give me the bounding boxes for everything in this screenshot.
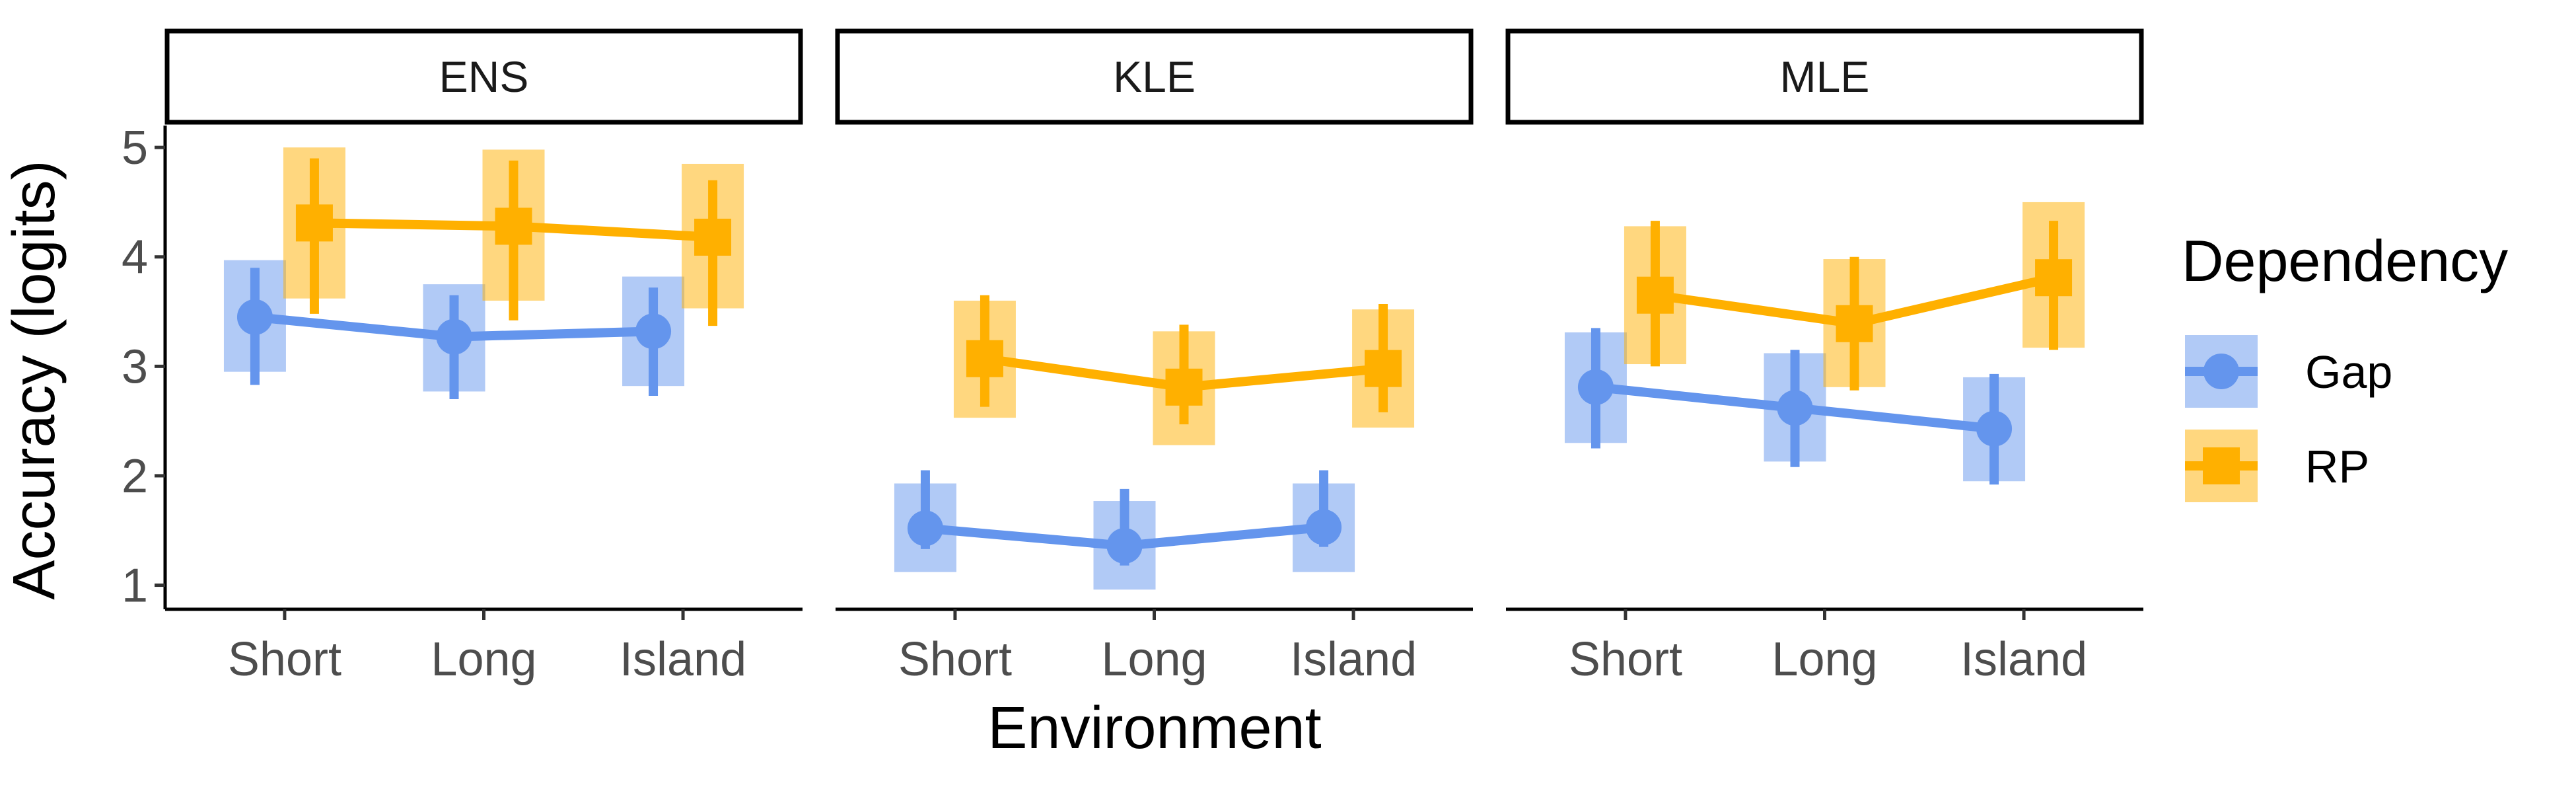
legend-label: RP (2305, 441, 2369, 492)
series-rp (953, 295, 1415, 445)
strip-box (835, 28, 1474, 125)
legend-title: Dependency (2182, 228, 2508, 293)
x-tick-label: Short (1569, 633, 1682, 686)
data-point (1777, 390, 1813, 426)
x-tick-label: Island (620, 633, 746, 686)
data-point (907, 510, 943, 547)
y-tick-label: 5 (122, 122, 148, 174)
x-tick-label: Long (1771, 633, 1877, 686)
x-tick-label: Long (1101, 633, 1207, 686)
data-point (1165, 368, 1203, 406)
data-point (1306, 509, 1342, 545)
data-point (1106, 527, 1143, 564)
y-tick-label: 2 (122, 450, 148, 503)
strip-label: ENS (439, 52, 529, 101)
series-rp (1624, 202, 2085, 391)
x-tick-label: Short (228, 633, 341, 686)
strip-label: MLE (1780, 52, 1870, 101)
data-point (295, 204, 333, 242)
panel-ens: ENS 1 2 3 4 5 Short Long Island (122, 28, 803, 686)
data-point (1577, 369, 1614, 405)
series-gap (223, 260, 685, 400)
legend-item-gap: Gap (2185, 335, 2392, 408)
legend-key-marker (2203, 354, 2239, 389)
x-tick-label: Island (1960, 633, 2087, 686)
x-tick-label: Island (1290, 633, 1417, 686)
y-tick-label: 4 (122, 231, 148, 284)
data-point (1636, 276, 1674, 314)
data-point (966, 340, 1003, 377)
legend-item-rp: RP (2185, 430, 2369, 502)
y-axis-title: Accuracy (logits) (1, 160, 67, 599)
data-point (694, 218, 732, 256)
panel-mle: MLE Short Long Island (1505, 28, 2144, 686)
series-gap (1564, 328, 2026, 485)
legend-label: Gap (2305, 346, 2392, 398)
panel-kle: KLE Short Long Island (835, 28, 1474, 686)
strip-box (1505, 28, 2144, 125)
data-point (1976, 410, 2013, 447)
data-point (635, 313, 672, 350)
data-point (1836, 305, 1873, 342)
data-point (1365, 350, 1402, 387)
series-gap (894, 470, 1355, 590)
y-tick-label: 1 (122, 560, 148, 613)
x-tick-label: Long (431, 633, 536, 686)
data-point (436, 319, 472, 355)
data-point (2035, 259, 2073, 297)
strip-label: KLE (1113, 52, 1196, 101)
y-tick-label: 3 (122, 340, 148, 393)
data-point (236, 299, 273, 335)
x-tick-label: Short (898, 633, 1012, 686)
strip-box (164, 28, 803, 125)
legend: Dependency Gap RP (2182, 228, 2508, 502)
legend-key-marker (2203, 447, 2240, 484)
panels-group: ENS 1 2 3 4 5 Short Long Island KLE Short Long Islan… (122, 28, 2144, 686)
data-point (495, 208, 532, 245)
series-rp (283, 147, 744, 326)
x-axis-title: Environment (987, 695, 1321, 761)
